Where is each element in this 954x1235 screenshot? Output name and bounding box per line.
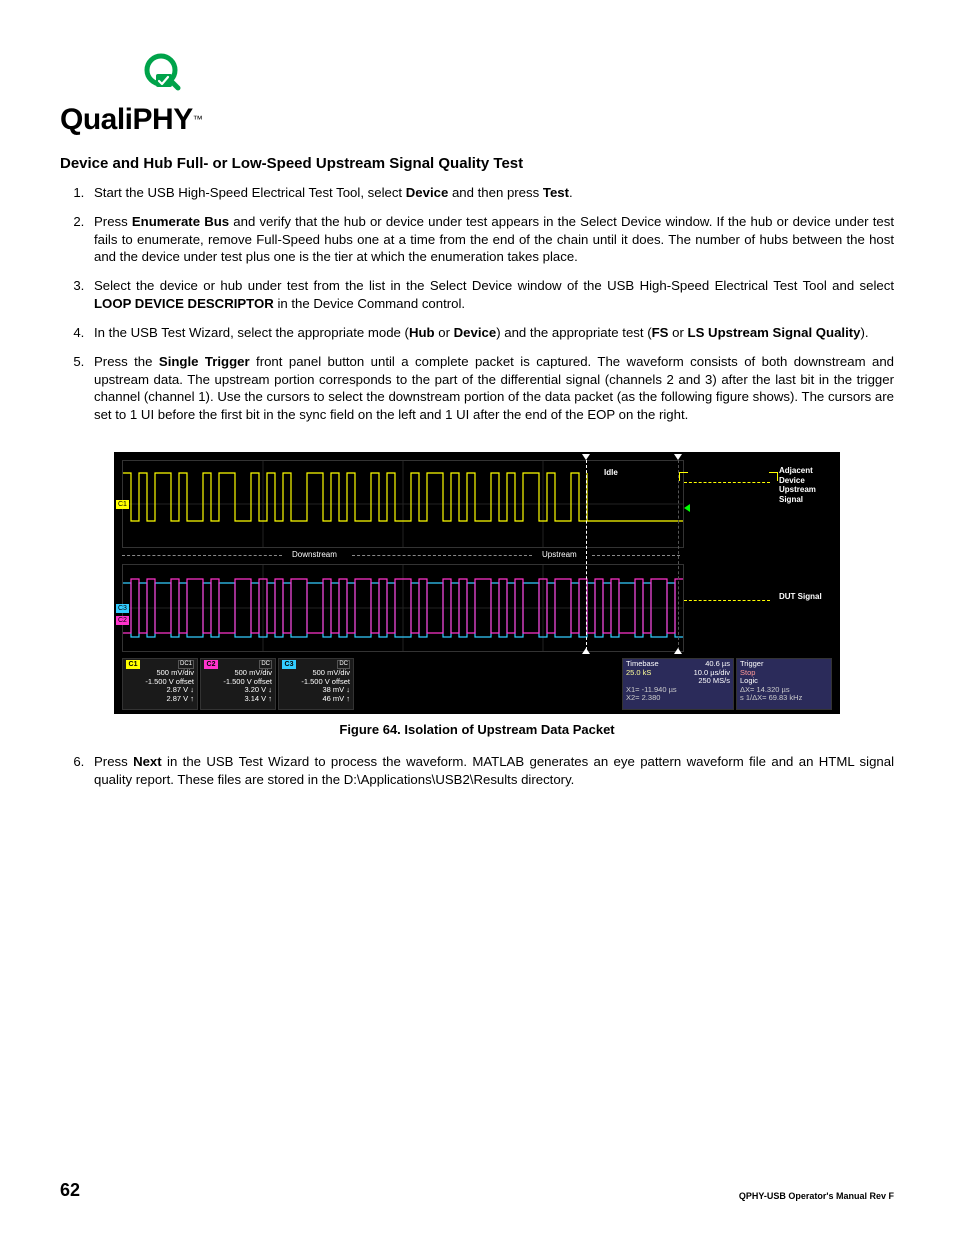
waveform-c1-svg xyxy=(123,461,683,547)
cursor-x2 xyxy=(678,460,679,650)
waveform-c2c3-svg xyxy=(123,565,683,651)
ch-tag-c2: C2 xyxy=(116,616,129,625)
ch-tag-c1: C1 xyxy=(116,500,129,509)
step-5: Press the Single Trigger front panel but… xyxy=(88,353,894,424)
label-adjacent-signal: Adjacent Device Upstream Signal xyxy=(779,466,834,504)
cursor-tri-top-2 xyxy=(674,454,682,460)
figure-caption: Figure 64. Isolation of Upstream Data Pa… xyxy=(60,722,894,737)
step-2: Press Enumerate Bus and verify that the … xyxy=(88,213,894,266)
cursor-tri-bot-1 xyxy=(582,648,590,654)
logo-text: QualiPHY xyxy=(60,103,193,136)
label-upstream: Upstream xyxy=(542,550,577,559)
qualiphy-logo-icon xyxy=(138,50,184,96)
pane-divider-labels: Downstream Upstream xyxy=(122,550,682,562)
logo-wordmark: QualiPHY™ xyxy=(60,103,894,137)
waveform-pane-c1 xyxy=(122,460,684,548)
steps-list: Start the USB High-Speed Electrical Test… xyxy=(88,184,894,424)
section-title: Device and Hub Full- or Low-Speed Upstre… xyxy=(60,155,894,172)
label-downstream: Downstream xyxy=(292,550,337,559)
step-4: In the USB Test Wizard, select the appro… xyxy=(88,324,894,342)
doc-title: QPHY-USB Operator's Manual Rev F xyxy=(739,1191,894,1201)
step-1: Start the USB High-Speed Electrical Test… xyxy=(88,184,894,202)
page-number: 62 xyxy=(60,1180,80,1201)
scope-info-row: C1 DC1 500 mV/div -1.500 V offset 2.87 V… xyxy=(122,658,832,710)
label-idle: Idle xyxy=(604,468,618,477)
cursor-x1 xyxy=(586,460,587,650)
ch-tag-c3: C3 xyxy=(116,604,129,613)
cursor-tri-top-1 xyxy=(582,454,590,460)
step-3: Select the device or hub under test from… xyxy=(88,277,894,313)
info-c2: C2 DC 500 mV/div -1.500 V offset 3.20 V … xyxy=(200,658,276,710)
oscilloscope-screenshot: C1 Downstream Upstream xyxy=(114,452,840,714)
cursor-tri-bot-2 xyxy=(674,648,682,654)
info-c1: C1 DC1 500 mV/div -1.500 V offset 2.87 V… xyxy=(122,658,198,710)
annot-line-adj xyxy=(684,482,770,483)
info-trigger: Trigger Stop Logic ΔX= 14.320 µs s 1/ΔX=… xyxy=(736,658,832,710)
waveform-pane-c2c3 xyxy=(122,564,684,652)
info-c3: C3 DC 500 mV/div -1.500 V offset 38 mV ↓… xyxy=(278,658,354,710)
trigger-level-icon xyxy=(684,504,690,512)
figure-64: C1 Downstream Upstream xyxy=(60,452,894,737)
logo-block: QualiPHY™ xyxy=(60,50,894,137)
page-footer: 62 QPHY-USB Operator's Manual Rev F xyxy=(60,1180,894,1201)
steps-list-cont: Press Next in the USB Test Wizard to pro… xyxy=(88,753,894,789)
label-dut-signal: DUT Signal xyxy=(779,592,834,602)
info-timebase: Timebase40.6 µs 25.0 kS10.0 µs/div 250 M… xyxy=(622,658,734,710)
annot-line-dut xyxy=(684,600,770,601)
step-6: Press Next in the USB Test Wizard to pro… xyxy=(88,753,894,789)
trademark: ™ xyxy=(193,115,203,126)
